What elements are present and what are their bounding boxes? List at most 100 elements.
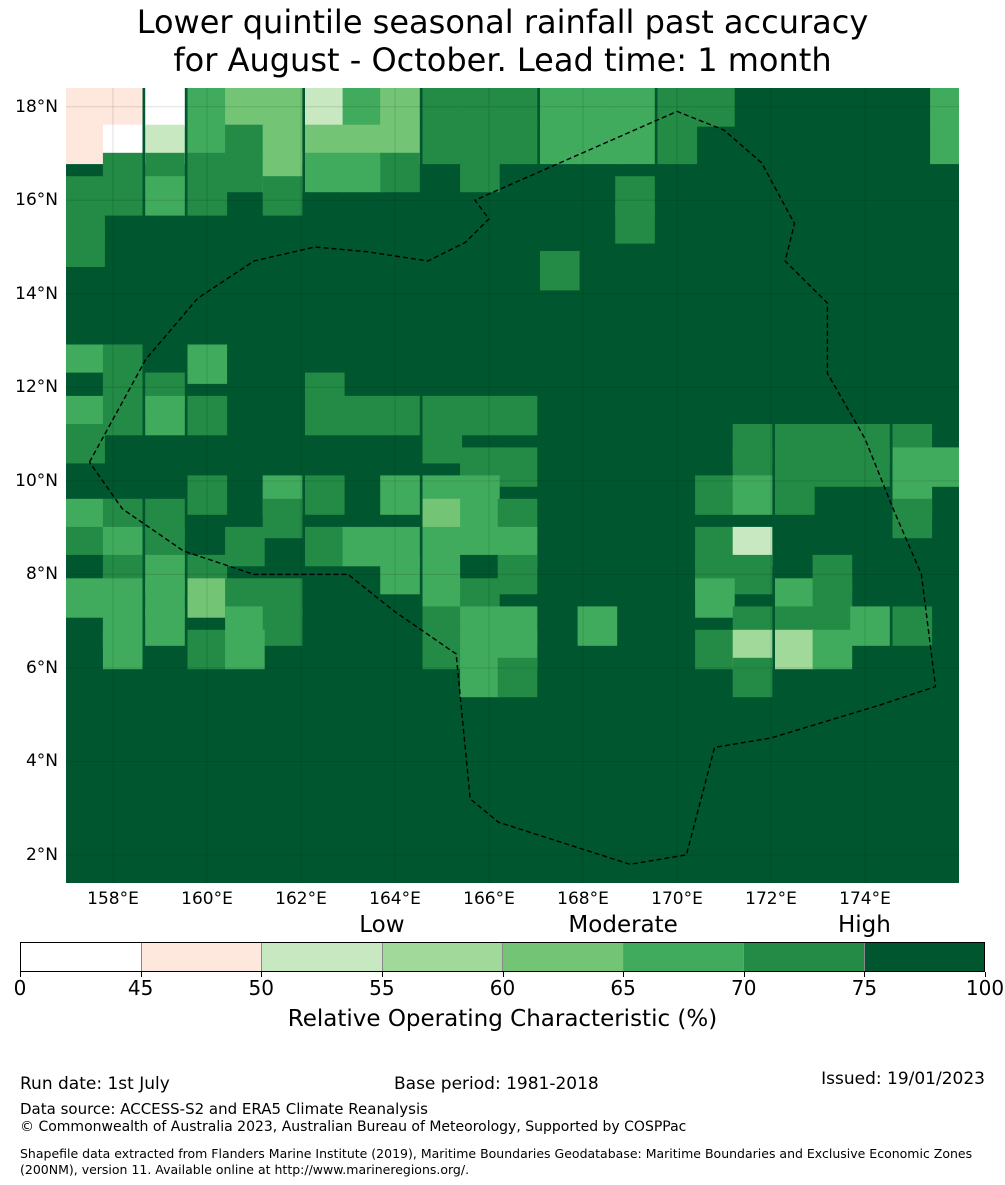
grid-cell — [66, 88, 105, 127]
grid-cell — [305, 88, 345, 127]
latitude-tick-label: 4°N — [25, 751, 58, 772]
longitude-tick-label: 168°E — [557, 889, 609, 909]
grid-cell — [422, 88, 463, 127]
grid-cell — [577, 606, 618, 646]
colorbar-segment — [864, 943, 984, 971]
grid-cell — [262, 88, 303, 127]
colorbar-segment — [382, 943, 503, 971]
grid-cell — [422, 629, 463, 670]
grid-cell — [342, 88, 383, 127]
grid-cell — [850, 606, 890, 646]
latitude-tick-label: 6°N — [25, 657, 58, 678]
grid-cell — [497, 657, 538, 698]
colorbar-tick-label: 100 — [965, 976, 1005, 1000]
grid-cell — [187, 578, 228, 618]
grid-cell — [225, 629, 265, 670]
grid-cell — [930, 88, 959, 127]
grid-cell — [262, 498, 303, 539]
longitude-tick-label: 166°E — [463, 889, 515, 909]
grid-cell — [145, 88, 185, 127]
shapefile-credit: Shapefile data extracted from Flanders M… — [20, 1146, 973, 1177]
grid-cell — [930, 124, 959, 165]
grid-cell — [187, 475, 228, 515]
latitude-tick-label: 16°N — [15, 190, 58, 211]
colorbar-segment — [262, 943, 383, 971]
grid-cell — [66, 424, 105, 464]
grid-cell — [497, 447, 538, 487]
grid-cell — [262, 176, 303, 216]
colorbar-tick-mark — [261, 972, 263, 977]
grid-cell — [497, 395, 538, 436]
grid-cell — [305, 152, 345, 193]
colorbar-segment — [623, 943, 744, 971]
grid-cell — [615, 88, 655, 127]
grid-cell — [657, 88, 698, 127]
colorbar — [20, 942, 985, 972]
grid-cell — [380, 88, 420, 127]
grid-cell — [460, 657, 500, 698]
grid-cell — [145, 176, 185, 216]
grid-cell — [812, 447, 853, 487]
grid-cell — [225, 152, 265, 193]
colorbar-tick-mark — [140, 972, 142, 977]
grid-cell — [695, 475, 735, 515]
grid-cell — [342, 152, 383, 193]
colorbar-segment — [21, 943, 142, 971]
map-canvas — [66, 88, 959, 883]
grid-cell — [145, 395, 185, 436]
eez-boundary — [88, 110, 937, 866]
grid-cell — [930, 447, 959, 487]
grid-cell — [892, 606, 933, 646]
grid-cell — [102, 176, 143, 216]
colorbar-tick-mark — [623, 972, 625, 977]
grid-cell — [305, 395, 345, 436]
grid-cell — [380, 395, 420, 436]
grid-cell — [460, 88, 500, 127]
copyright-notice: © Commonwealth of Australia 2023, Austra… — [20, 1119, 687, 1135]
longitude-tick-label: 160°E — [181, 889, 233, 909]
issued-date: Issued: 19/01/2023 — [821, 1069, 985, 1089]
colorbar-tick-label: 0 — [13, 976, 27, 1000]
longitude-tick-label: 174°E — [839, 889, 891, 909]
grid-cell — [262, 606, 303, 646]
colorbar-tick-label: 75 — [851, 976, 878, 1000]
grid-cell — [577, 124, 618, 165]
colorbar-tick-mark — [20, 972, 21, 977]
colorbar-category-word: High — [837, 912, 891, 938]
grid-cell — [380, 475, 420, 515]
colorbar-category-word: Low — [359, 912, 405, 938]
grid-cell — [305, 475, 345, 515]
run-date: Run date: 1st July — [20, 1074, 170, 1094]
grid-cell — [225, 526, 265, 567]
grid-cell — [615, 124, 655, 165]
colorbar-label: Relative Operating Characteristic (%) — [287, 1006, 718, 1032]
grid-cell — [145, 606, 185, 646]
colorbar-tick-label: 45 — [127, 976, 154, 1000]
longitude-tick-label: 162°E — [275, 889, 327, 909]
grid-cell — [497, 554, 538, 595]
colorbar-tick-mark — [502, 972, 504, 977]
grid-cell — [695, 629, 735, 670]
grid-cell — [732, 554, 773, 595]
chart-title-line-1: Lower quintile seasonal rainfall past ac… — [136, 3, 869, 41]
grid-cell — [422, 124, 463, 165]
grid-cell — [577, 88, 618, 127]
grid-cell — [187, 88, 228, 127]
data-source: Data source: ACCESS-S2 and ERA5 Climate … — [20, 1100, 428, 1118]
base-period: Base period: 1981-2018 — [394, 1074, 599, 1094]
map-area — [66, 88, 959, 883]
longitude-tick-label: 172°E — [745, 889, 797, 909]
latitude-tick-label: 12°N — [15, 377, 58, 398]
colorbar-tick-mark — [985, 972, 986, 977]
grid-cell — [695, 578, 735, 618]
grid-cell — [187, 176, 228, 216]
grid-cell — [66, 227, 105, 267]
latitude-tick-label: 14°N — [15, 283, 58, 304]
colorbar-segment — [141, 943, 262, 971]
grid-cell — [342, 526, 383, 567]
grid-cell — [380, 554, 420, 595]
latitude-tick-label: 2°N — [25, 844, 58, 865]
grid-cell — [812, 629, 853, 670]
colorbar-tick-label: 60 — [489, 976, 516, 1000]
grid-cell — [732, 475, 773, 515]
